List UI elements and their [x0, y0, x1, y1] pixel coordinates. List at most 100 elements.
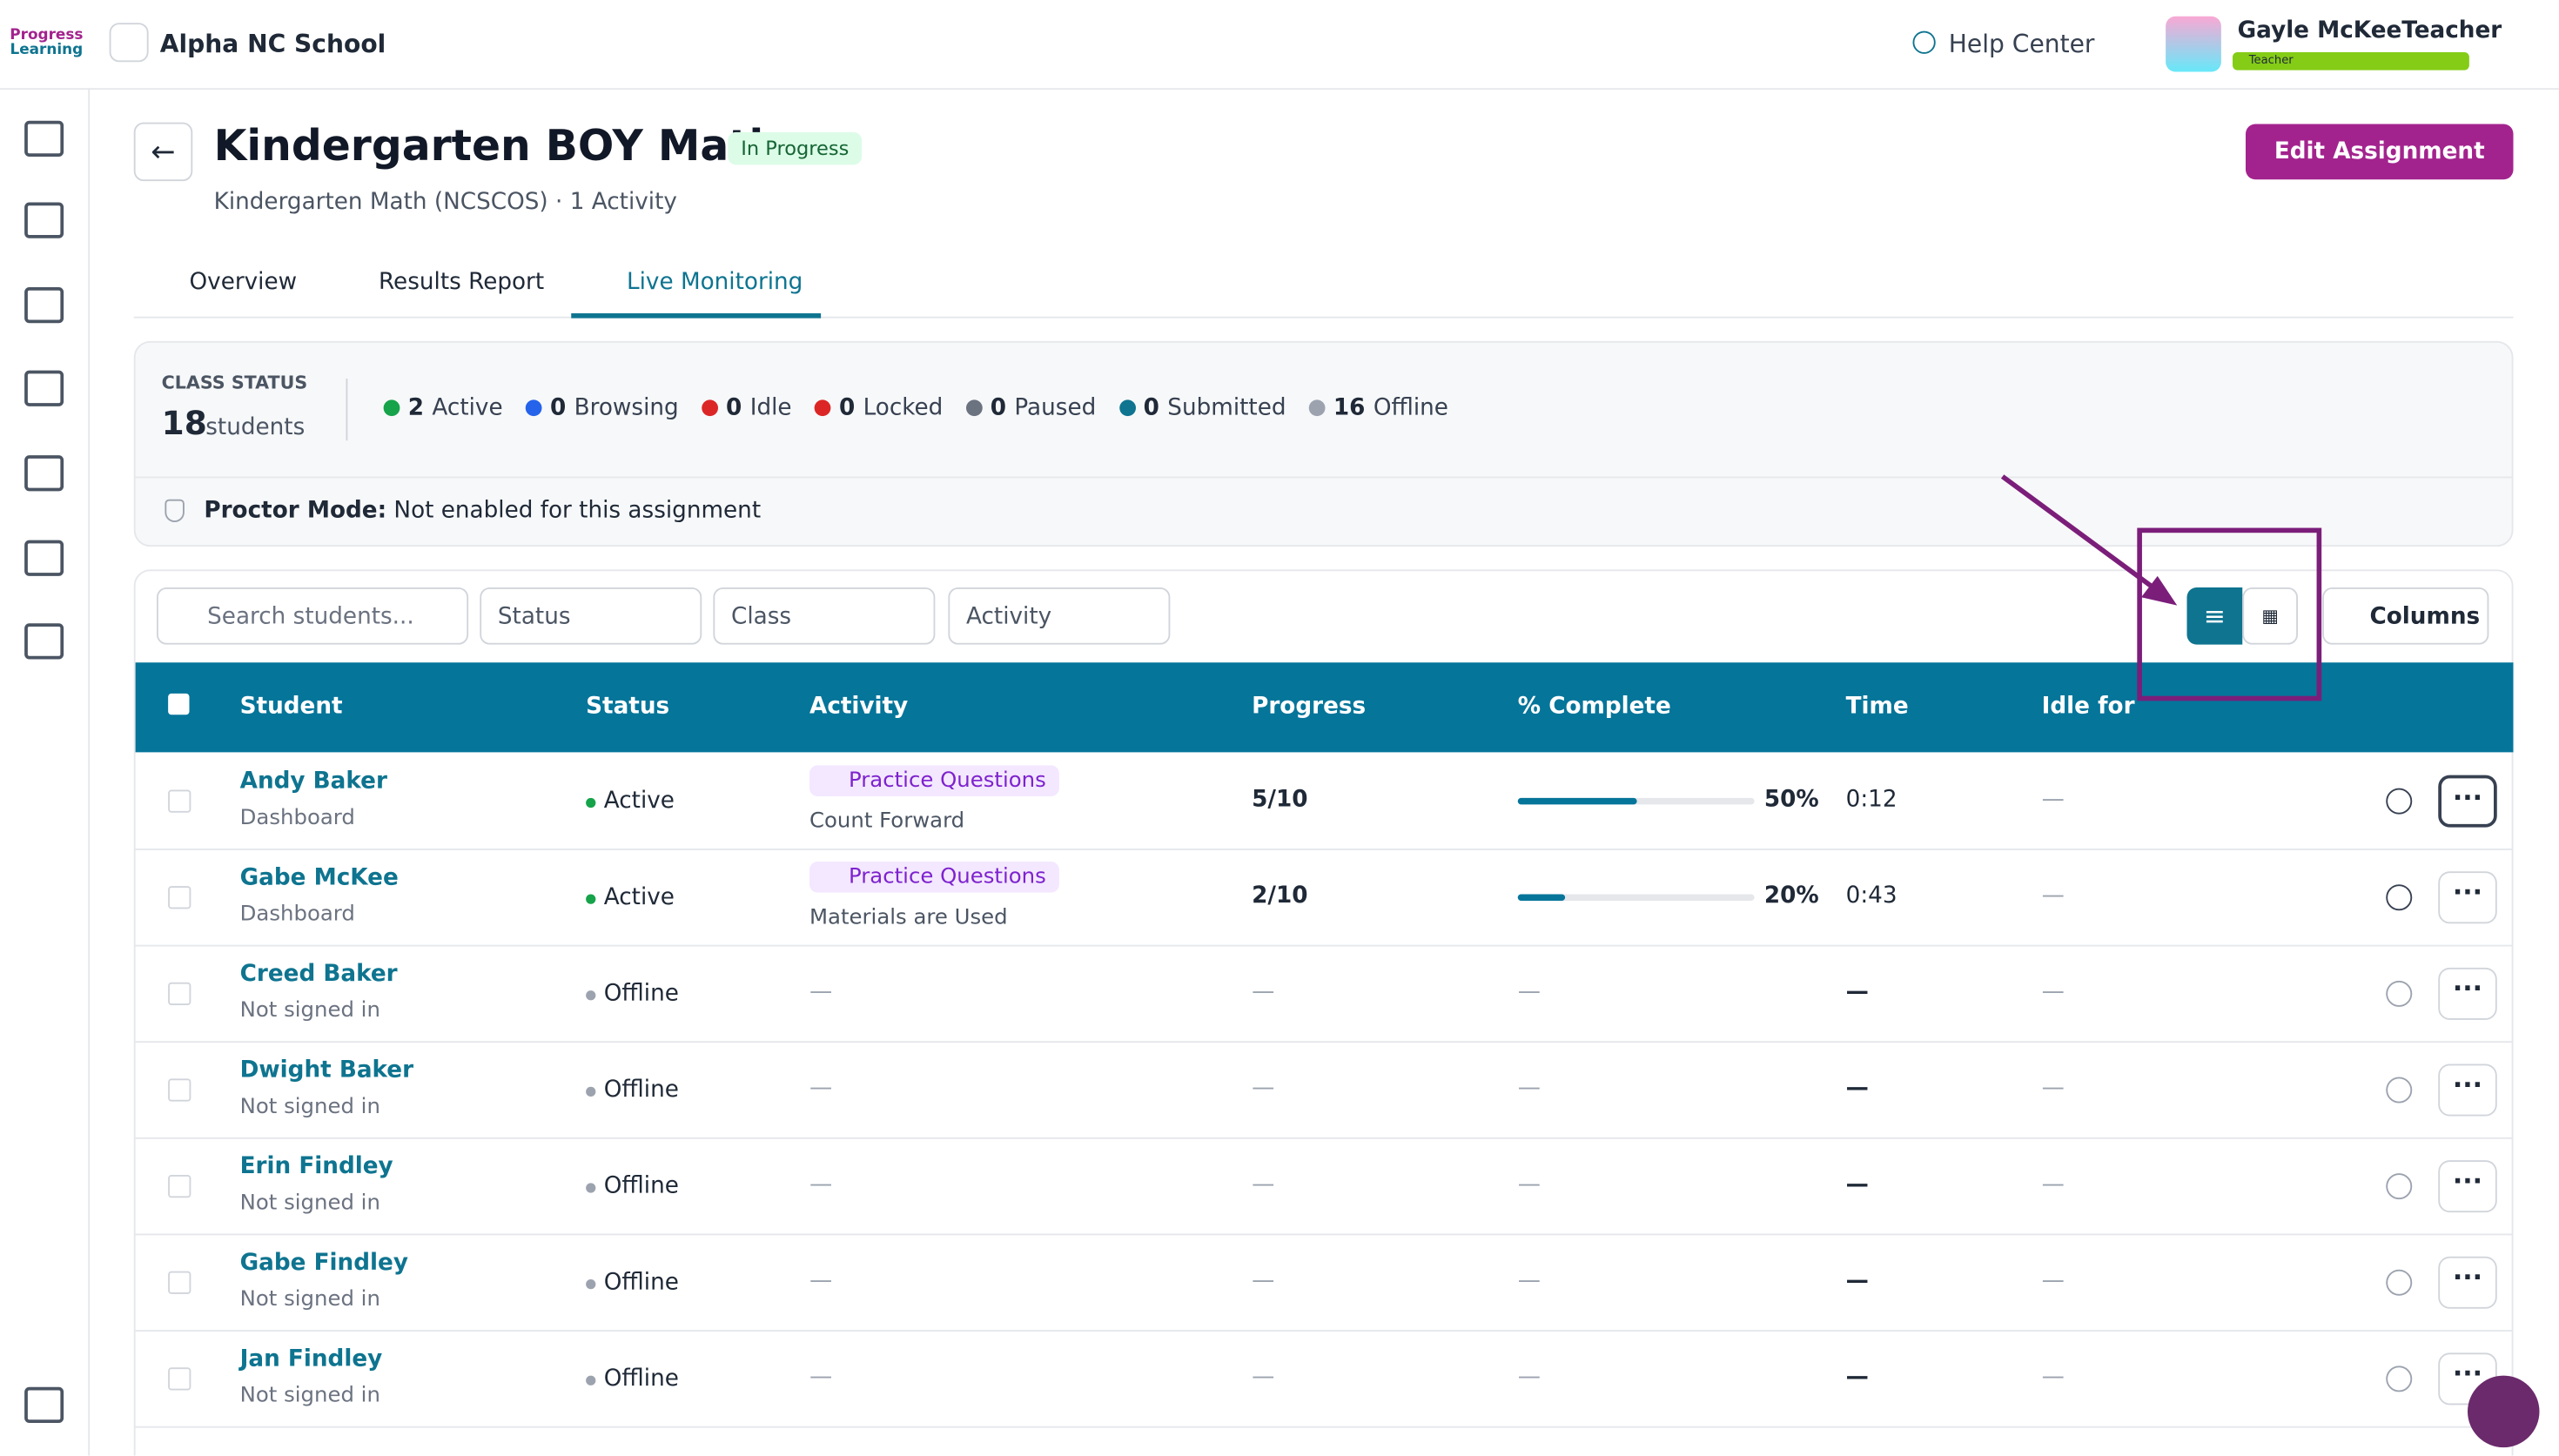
help-center[interactable]: Help Center	[1948, 29, 2095, 59]
activity-tag: Practice Questions	[809, 765, 1059, 796]
column-header[interactable]: Time	[1845, 693, 1909, 720]
activity: —	[809, 1364, 833, 1391]
status-icon	[1118, 399, 1136, 417]
logo[interactable]: Progress Learning	[10, 29, 84, 59]
activity: —	[809, 1171, 833, 1198]
title: Kindergarten BOY Math	[213, 122, 780, 171]
table-header	[135, 662, 2514, 753]
panel-divider	[135, 476, 2512, 479]
student-sub: Not signed in	[239, 1191, 380, 1216]
role-badge: Teacher	[2233, 52, 2469, 70]
column-header[interactable]: Student	[239, 693, 343, 720]
search-box[interactable]: Search students...	[157, 587, 469, 645]
progress-track	[1517, 797, 1755, 805]
column-header[interactable]: Activity	[809, 693, 909, 720]
row-checkbox[interactable]	[168, 982, 191, 1005]
school-icon	[109, 23, 149, 63]
arrow-line	[2000, 474, 2159, 594]
row-checkbox[interactable]	[168, 1271, 191, 1294]
percent-complete: —	[1517, 1364, 1541, 1391]
pause-button[interactable]	[2386, 788, 2413, 815]
student-name[interactable]: Andy Baker	[239, 768, 387, 795]
row-divider	[135, 1233, 2514, 1236]
status: Active	[603, 788, 675, 815]
class-select[interactable]: Class	[713, 587, 936, 645]
status-select[interactable]: Status	[480, 587, 702, 645]
column-header[interactable]: Idle for	[2041, 693, 2135, 720]
status-dot	[586, 797, 596, 809]
progress-track	[1517, 894, 1755, 901]
select-all[interactable]	[168, 693, 190, 715]
status-label: Offline	[1373, 394, 1448, 421]
status: Offline	[603, 1269, 679, 1296]
list-view-button[interactable]: ≡	[2186, 587, 2243, 645]
row-checkbox[interactable]	[168, 789, 191, 813]
time: —	[1845, 1267, 1869, 1294]
more-button[interactable]: ···	[2438, 967, 2497, 1020]
sidebar-icon[interactable]	[24, 455, 64, 492]
more-button[interactable]: ···	[2438, 1063, 2497, 1117]
logo-line: Learning	[10, 42, 84, 59]
more-button[interactable]: ···	[2438, 1160, 2497, 1213]
student-name[interactable]: Gabe McKee	[239, 864, 399, 891]
row-checkbox[interactable]	[168, 1078, 191, 1102]
student-sub: Not signed in	[239, 1095, 380, 1120]
time: —	[1845, 1171, 1869, 1198]
columns-button[interactable]: Columns	[2322, 587, 2489, 645]
grid-view-button[interactable]: ▦	[2242, 587, 2298, 645]
sidebar-icon[interactable]	[24, 120, 64, 157]
edit-button[interactable]: Edit Assignment	[2246, 124, 2514, 180]
pause-button[interactable]	[2386, 980, 2413, 1007]
row-checkbox[interactable]	[168, 886, 191, 909]
column-header[interactable]: % Complete	[1517, 693, 1671, 720]
status-count: 0	[838, 394, 856, 421]
activity-select[interactable]: Activity	[948, 587, 1171, 645]
more-button[interactable]: ···	[2438, 871, 2497, 924]
student-name[interactable]: Erin Findley	[239, 1153, 393, 1180]
student-name[interactable]: Jan Findley	[239, 1345, 383, 1372]
column-header[interactable]: Status	[586, 693, 670, 720]
row-divider	[135, 1137, 2514, 1139]
pause-button[interactable]	[2386, 1077, 2413, 1104]
student-name[interactable]: Creed Baker	[239, 961, 398, 988]
sidebar-icon[interactable]	[24, 287, 64, 324]
row-divider	[135, 1330, 2514, 1332]
pause-button[interactable]	[2386, 1173, 2413, 1200]
pause-button[interactable]	[2386, 884, 2413, 911]
status: Offline	[603, 1173, 679, 1200]
tab[interactable]: Overview	[189, 269, 298, 296]
tab[interactable]: Live Monitoring	[627, 269, 803, 296]
more-button[interactable]: ···	[2438, 775, 2497, 828]
user-name[interactable]: Gayle McKeeTeacher	[2237, 17, 2502, 44]
status-count: 2	[407, 394, 425, 421]
sidebar-icon[interactable]	[24, 202, 64, 238]
school-name[interactable]: Alpha NC School	[159, 29, 386, 59]
feedback-icon[interactable]	[24, 1386, 64, 1423]
pause-button[interactable]	[2386, 1269, 2413, 1296]
status-icon	[1308, 399, 1326, 417]
chat-bubble[interactable]	[2468, 1375, 2540, 1448]
row-checkbox[interactable]	[168, 1175, 191, 1198]
status-divider	[346, 379, 348, 441]
student-name[interactable]: Gabe Findley	[239, 1250, 408, 1277]
sidebar-icon[interactable]	[24, 370, 64, 406]
tab-underline	[571, 313, 822, 319]
status-label: Paused	[1014, 394, 1097, 421]
status-item: 0 Submitted	[1118, 395, 1286, 421]
more-button[interactable]: ···	[2438, 1256, 2497, 1309]
pause-button[interactable]	[2386, 1365, 2413, 1392]
back-button[interactable]: ←	[133, 122, 193, 182]
avatar[interactable]	[2166, 16, 2221, 72]
subtitle: Kindergarten Math (NCSCOS) · 1 Activity	[213, 189, 677, 216]
sidebar-border	[88, 88, 91, 1456]
student-unit: students	[205, 414, 306, 441]
sidebar-icon[interactable]	[24, 540, 64, 576]
student-name[interactable]: Dwight Baker	[239, 1057, 414, 1084]
tab[interactable]: Results Report	[379, 269, 545, 296]
row-checkbox[interactable]	[168, 1367, 191, 1391]
column-header[interactable]: Progress	[1252, 693, 1367, 720]
status-icon	[383, 399, 400, 417]
sidebar-icon[interactable]	[24, 623, 64, 660]
highlight-box	[2137, 527, 2322, 701]
